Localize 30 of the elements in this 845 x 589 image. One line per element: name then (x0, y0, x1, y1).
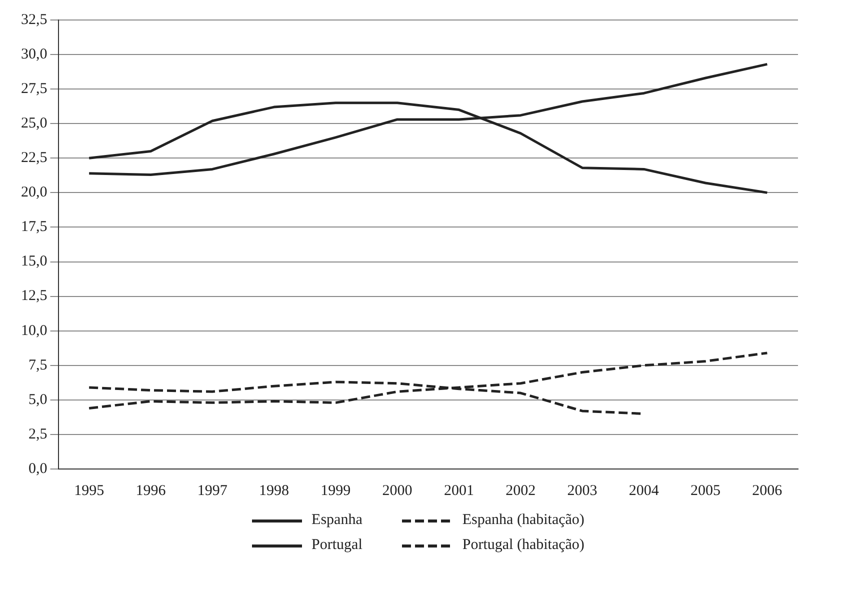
legend-label: Espanha (habitação) (462, 512, 584, 529)
x-tick-label: 2006 (752, 482, 783, 499)
x-tick-label: 2001 (444, 482, 474, 499)
y-tick-label: 10,0 (21, 322, 48, 339)
y-tick-label: 32,5 (21, 12, 48, 28)
y-tick-label: 27,5 (21, 81, 48, 98)
y-tick-label: 0,0 (28, 460, 48, 477)
x-tick-label: 2002 (506, 482, 536, 499)
legend-label: Portugal (312, 537, 362, 554)
legend-label: Portugal (habitação) (462, 537, 584, 554)
x-tick-label: 1997 (197, 482, 228, 499)
x-tick-label: 1996 (136, 482, 166, 499)
y-tick-label: 25,0 (21, 116, 48, 132)
y-tick-label: 5,0 (28, 392, 48, 408)
y-tick-label: 2,5 (28, 426, 48, 442)
legend-label: Espanha (312, 512, 362, 529)
y-tick-label: 17,5 (21, 219, 48, 236)
y-tick-label: 22,5 (21, 150, 48, 166)
x-tick-label: 2004 (628, 482, 660, 499)
x-tick-label: 1999 (320, 482, 351, 499)
x-tick-label: 2003 (567, 482, 598, 499)
x-tick-label: 2005 (690, 482, 721, 499)
y-tick-label: 12,5 (21, 288, 48, 304)
x-tick-label: 1995 (74, 482, 104, 499)
y-tick-label: 20,0 (21, 184, 48, 201)
y-tick-label: 30,0 (21, 46, 48, 62)
y-tick-label: 7,5 (28, 357, 48, 374)
x-tick-label: 2000 (382, 482, 412, 499)
x-tick-label: 1998 (259, 482, 290, 499)
y-tick-label: 15,0 (21, 254, 48, 270)
